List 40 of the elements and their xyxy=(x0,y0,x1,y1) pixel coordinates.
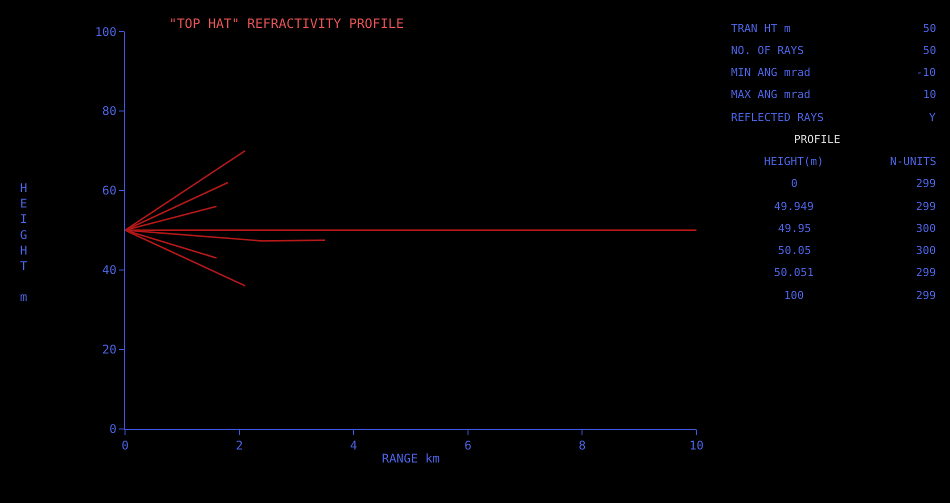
x-tick-label: 0 xyxy=(122,438,129,452)
text: PROFILE xyxy=(794,133,840,146)
x-tick-label: 8 xyxy=(578,438,586,452)
text: 10 xyxy=(923,88,936,101)
text: MIN ANG mrad xyxy=(731,66,810,79)
x-axis-title: RANGE km xyxy=(382,451,440,466)
chart-title: "TOP HAT" REFRACTIVITY PROFILE xyxy=(169,17,404,32)
x-tick-label: 10 xyxy=(689,438,704,452)
text: 50 xyxy=(923,44,936,57)
text: -10 xyxy=(916,66,936,79)
y-tick-label: 40 xyxy=(102,263,117,278)
y-tick-label: 60 xyxy=(102,184,117,198)
text: HEIGHT m xyxy=(20,181,28,304)
text: HEIGHT(m) xyxy=(764,155,824,168)
text: 299 xyxy=(916,266,936,279)
text: TRAN HT m xyxy=(731,22,791,35)
text: N-UNITS xyxy=(890,155,936,168)
text: 299 xyxy=(916,200,936,213)
x-tick-label: 2 xyxy=(236,438,244,452)
text: MAX ANG mrad xyxy=(731,88,810,101)
text: 50.05 xyxy=(778,244,812,257)
y-tick-label: 80 xyxy=(102,104,117,118)
x-tick-label: 6 xyxy=(464,438,472,452)
text: 100 xyxy=(784,289,804,302)
text: NO. OF RAYS xyxy=(731,44,804,57)
text: 49.949 xyxy=(774,200,814,213)
text: Y xyxy=(929,111,936,124)
y-tick-label: 0 xyxy=(109,422,117,436)
y-tick-label: 20 xyxy=(102,342,117,357)
text: 49.95 xyxy=(778,222,812,235)
text: 300 xyxy=(916,222,936,235)
text: 50.051 xyxy=(774,266,814,279)
text: 50 xyxy=(923,22,936,35)
x-tick-label: 4 xyxy=(350,438,358,452)
text: 299 xyxy=(916,177,936,190)
y-tick-label: 100 xyxy=(94,24,117,39)
text: REFLECTED RAYS xyxy=(731,111,824,124)
text: 299 xyxy=(916,289,936,302)
text: 300 xyxy=(916,244,936,257)
text: 0 xyxy=(791,177,798,190)
